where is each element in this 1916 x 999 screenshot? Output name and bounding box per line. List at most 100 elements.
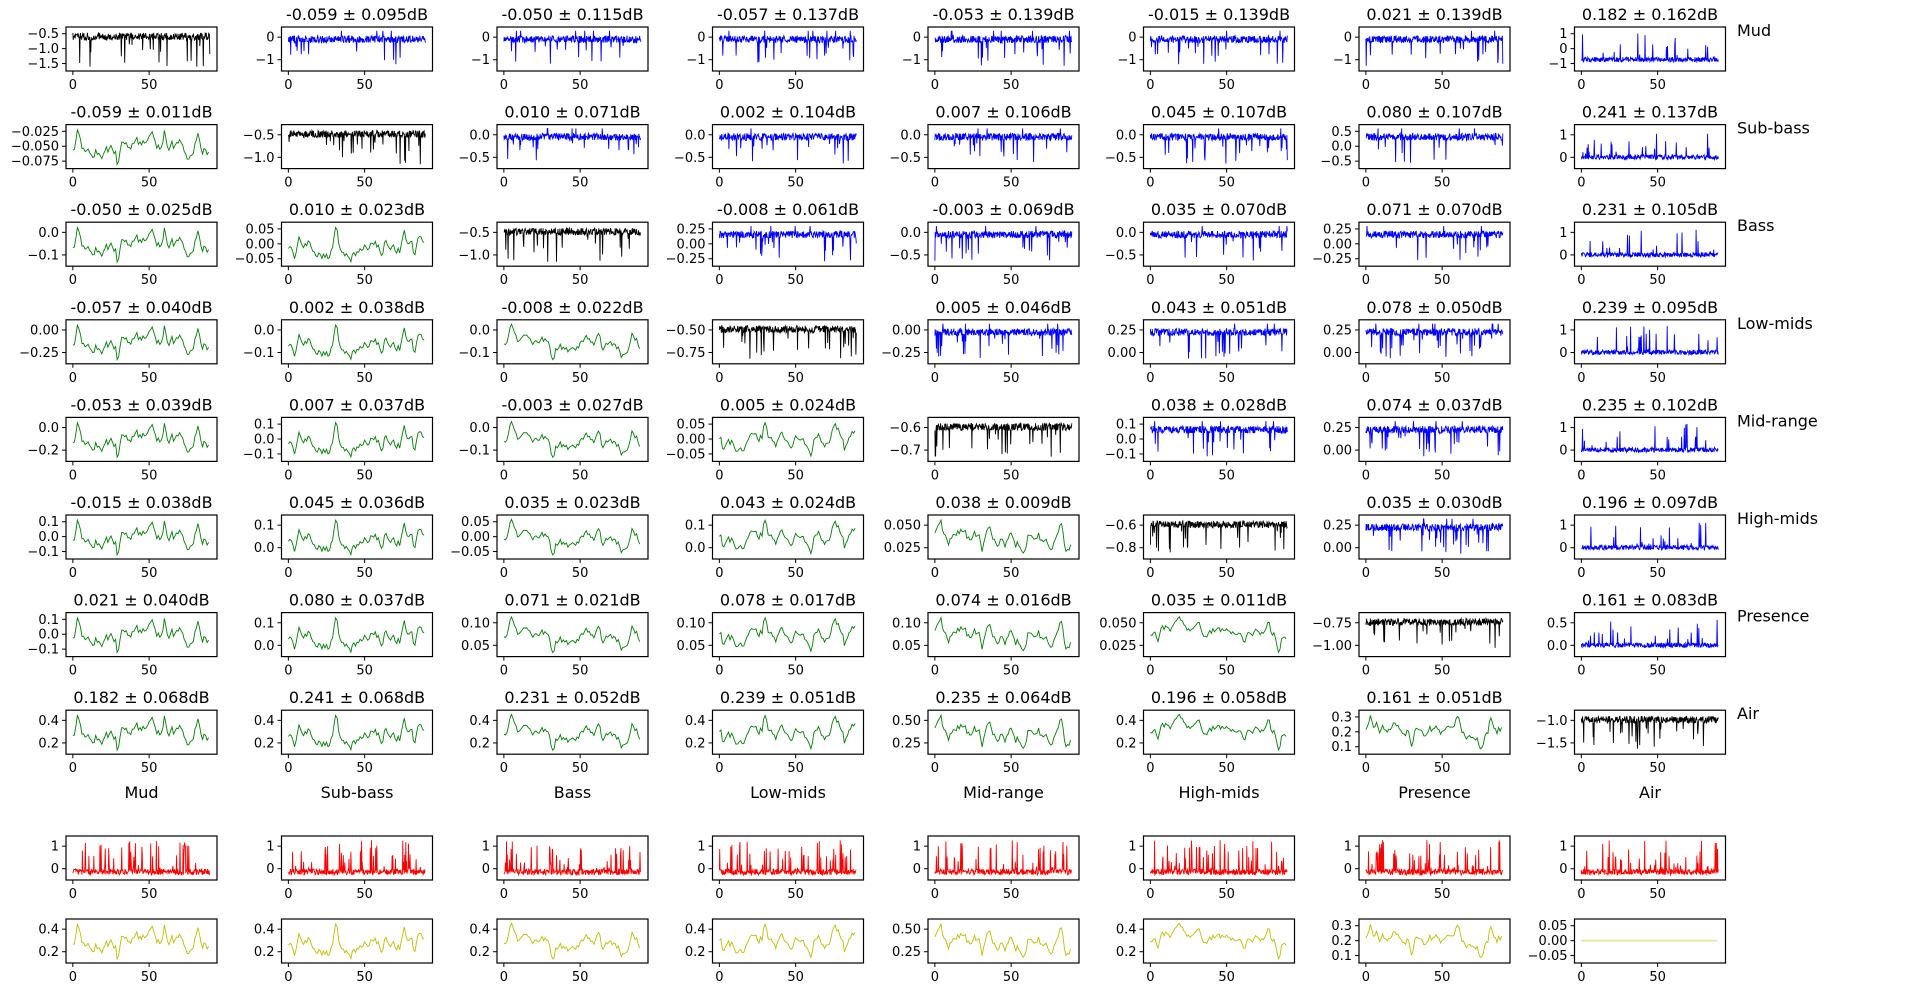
x-tick-label: 0 xyxy=(500,664,508,679)
x-tick-label: 50 xyxy=(1218,371,1235,386)
x-tick-label: 50 xyxy=(356,887,373,902)
y-tick-label: 0.2 xyxy=(469,736,490,751)
axes-frame xyxy=(927,123,1080,170)
subplot-7-5: 0.4 0.2 0 50 0.196 ± 0.058dB xyxy=(1116,688,1296,776)
subplot-title: 0.161 ± 0.051dB xyxy=(1366,688,1502,707)
y-tick-label: 0.00 xyxy=(461,530,490,545)
subplot-title: 0.005 ± 0.046dB xyxy=(935,298,1071,317)
x-tick-label: 50 xyxy=(1434,970,1451,985)
x-tick-label: 0 xyxy=(284,970,292,985)
subplot-title: 0.045 ± 0.036dB xyxy=(289,493,425,512)
yellow-subplot-7: 0.050.00−0.05 0 50 xyxy=(1528,918,1727,985)
series-line xyxy=(287,128,426,165)
axes-frame xyxy=(496,611,649,658)
series-line xyxy=(1150,713,1287,752)
y-tick-label: 0.25 xyxy=(677,222,706,237)
series-line xyxy=(1150,615,1287,654)
x-tick-label: 0 xyxy=(715,273,723,288)
subplot-title: 0.078 ± 0.017dB xyxy=(720,591,856,610)
x-tick-label: 0 xyxy=(500,761,508,776)
axes-frame xyxy=(1358,416,1511,462)
subplot-7-3: 0.4 0.2 0 50 0.239 ± 0.051dB xyxy=(685,688,865,776)
x-tick-label: 0 xyxy=(500,176,508,191)
y-tick-label: −0.25 xyxy=(19,346,59,361)
y-tick-label: 1 xyxy=(266,840,274,855)
y-tick-label: 0.0 xyxy=(469,323,490,338)
axes-frame xyxy=(496,319,649,365)
axes-frame xyxy=(65,416,218,462)
series-line xyxy=(503,226,641,262)
series-line xyxy=(934,225,1073,261)
y-tick-label: 0.50 xyxy=(892,923,921,938)
subplot-title: -0.015 ± 0.139dB xyxy=(1148,5,1290,24)
subplot-3-7: 1 00 50 0.239 ± 0.095dB xyxy=(1559,298,1727,386)
y-tick-label: −0.5 xyxy=(889,248,921,263)
axes-frame xyxy=(1358,709,1511,755)
y-tick-label: −0.7 xyxy=(889,444,921,459)
subplot-0-6: 0 −1 0 50 0.021 ± 0.139dB xyxy=(1333,5,1511,93)
y-tick-label: 0.025 xyxy=(1099,639,1136,654)
axes-frame xyxy=(65,319,218,365)
subplot-3-6: 0.25 0.00 0 50 0.078 ± 0.050dB xyxy=(1323,298,1511,386)
y-tick-label: 0.2 xyxy=(469,945,490,960)
x-tick-label: 0 xyxy=(1146,970,1154,985)
subplot-6-1: 0.1 0.0 0 50 0.080 ± 0.037dB xyxy=(254,591,434,679)
series-line xyxy=(1365,30,1504,66)
x-tick-label: 0 xyxy=(715,664,723,679)
x-tick-label: 0 xyxy=(931,664,939,679)
axes-frame xyxy=(280,611,434,658)
y-tick-label: 0.0 xyxy=(685,541,706,556)
y-tick-label: −0.25 xyxy=(666,252,706,267)
axes-frame xyxy=(496,416,649,462)
x-tick-label: 50 xyxy=(1649,371,1666,386)
y-tick-label: 0.0 xyxy=(38,628,59,643)
y-tick-label: −0.5 xyxy=(889,151,921,166)
subplot-title: 0.043 ± 0.024dB xyxy=(720,493,856,512)
series-line xyxy=(72,713,209,752)
axes-frame xyxy=(711,123,865,170)
y-tick-label: 0.05 xyxy=(1539,919,1568,934)
y-tick-label: 0.0 xyxy=(38,530,59,545)
y-tick-label: 0.4 xyxy=(254,923,275,938)
series-line xyxy=(934,922,1072,958)
x-tick-label: 50 xyxy=(787,761,804,776)
series-line xyxy=(288,518,425,557)
series-line xyxy=(288,714,425,752)
y-tick-label: 0 xyxy=(266,862,274,877)
x-tick-label: 0 xyxy=(1362,176,1370,191)
series-line xyxy=(1149,840,1288,877)
axes-frame xyxy=(927,709,1080,755)
subplot-title: 0.038 ± 0.028dB xyxy=(1151,395,1287,414)
x-tick-label: 50 xyxy=(1003,468,1020,483)
y-tick-label: 1 xyxy=(1559,840,1567,855)
subplot-3-4: 0.00 −0.25 0 50 0.005 ± 0.046dB xyxy=(881,298,1080,386)
axes-frame xyxy=(1573,221,1727,267)
red-subplot-6: 1 00 50 xyxy=(1344,835,1511,902)
subplot-1-6: 0.50.0−0.5 0 50 0.080 ± 0.107dB xyxy=(1320,103,1511,191)
x-tick-label: 0 xyxy=(931,468,939,483)
y-tick-label: −0.05 xyxy=(1528,949,1568,964)
subplot-title: 0.007 ± 0.106dB xyxy=(935,103,1071,122)
y-tick-label: 0 xyxy=(1344,31,1352,46)
column-label: Mid-range xyxy=(963,783,1044,802)
axes-frame xyxy=(1142,416,1296,462)
subplot-5-2: 0.050.00−0.05 0 50 0.035 ± 0.023dB xyxy=(450,493,649,581)
y-tick-label: −0.75 xyxy=(666,346,706,361)
y-tick-label: 0 xyxy=(51,862,59,877)
subplot-title: 0.239 ± 0.051dB xyxy=(720,688,856,707)
x-tick-label: 0 xyxy=(284,468,292,483)
x-tick-label: 50 xyxy=(1003,371,1020,386)
subplot-3-0: 0.00 −0.25 0 50 -0.057 ± 0.040dB xyxy=(19,298,218,386)
x-tick-label: 0 xyxy=(1146,371,1154,386)
series-line xyxy=(1581,33,1719,64)
row-label: Air xyxy=(1737,704,1759,723)
y-tick-label: 0.00 xyxy=(677,237,706,252)
x-tick-label: 50 xyxy=(1649,970,1666,985)
subplot-6-5: 0.050 0.025 0 50 0.035 ± 0.011dB xyxy=(1099,591,1296,679)
y-tick-label: 0 xyxy=(913,31,921,46)
axes-frame xyxy=(1573,709,1727,755)
x-tick-label: 0 xyxy=(1577,468,1585,483)
y-tick-label: −1.5 xyxy=(27,57,59,72)
column-label: Sub-bass xyxy=(321,783,394,802)
series-line xyxy=(1580,840,1719,877)
